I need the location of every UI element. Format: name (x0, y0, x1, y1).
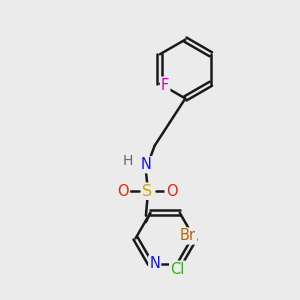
Text: N: N (140, 157, 151, 172)
Text: N: N (149, 256, 160, 271)
Text: O: O (166, 184, 177, 199)
Text: Cl: Cl (170, 262, 184, 277)
Text: Br: Br (180, 229, 196, 244)
Text: F: F (161, 78, 169, 93)
Text: O: O (117, 184, 129, 199)
Text: H: H (123, 154, 134, 168)
Text: S: S (142, 184, 152, 199)
